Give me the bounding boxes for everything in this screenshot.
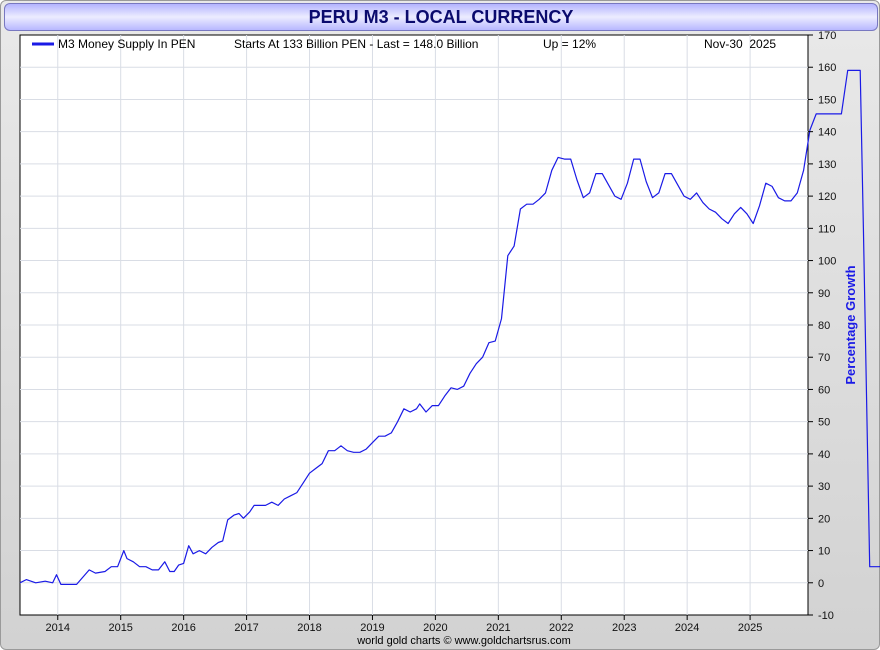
chart-title-bar: PERU M3 - LOCAL CURRENCY <box>4 3 878 31</box>
y-tick-label: 100 <box>818 256 836 268</box>
y-tick-label: -10 <box>818 610 834 622</box>
legend: M3 Money Supply In PEN Starts At 133 Bil… <box>32 37 776 51</box>
x-tick-label: 2016 <box>171 622 195 634</box>
credit-text: world gold charts © www.goldchartsrus.co… <box>356 635 571 647</box>
y-tick-label: 20 <box>818 513 830 525</box>
y-tick-label: 10 <box>818 546 830 558</box>
x-tick-label: 2019 <box>360 622 384 634</box>
x-tick-label: 2025 <box>738 622 762 634</box>
y-tick-label: 60 <box>818 384 830 396</box>
y-tick-label: 130 <box>818 159 836 171</box>
x-axis: 2014 2015 2016 2017 2018 2019 2020 2021 2022 2023… <box>46 615 762 634</box>
x-tick-label: 2014 <box>46 622 70 634</box>
x-tick-label: 2022 <box>549 622 573 634</box>
y-tick-label: 150 <box>818 94 836 106</box>
y-tick-label: 80 <box>818 320 830 332</box>
y-tick-label: 160 <box>818 62 836 74</box>
y-axis: -10 0 10 20 30 40 50 60 70 80 90 100 110 120 130 140 150… <box>808 30 836 622</box>
series-line-m3 <box>19 69 880 585</box>
y-tick-label: 40 <box>818 449 830 461</box>
series-layer <box>19 69 880 585</box>
y-tick-label: 140 <box>818 127 836 139</box>
x-tick-label: 2015 <box>108 622 132 634</box>
legend-series-name: M3 Money Supply In PEN <box>58 37 195 51</box>
y-tick-label: 170 <box>818 30 836 42</box>
x-tick-label: 2017 <box>234 622 258 634</box>
x-tick-label: 2024 <box>675 622 699 634</box>
grid <box>20 35 808 615</box>
legend-info: Starts At 133 Billion PEN - Last = 148.0… <box>234 37 478 51</box>
y-tick-label: 0 <box>818 578 824 590</box>
y-tick-label: 120 <box>818 191 836 203</box>
y-tick-label: 70 <box>818 352 830 364</box>
y-tick-label: 90 <box>818 288 830 300</box>
x-tick-label: 2018 <box>297 622 321 634</box>
y-tick-label: 110 <box>818 223 836 235</box>
y-tick-label: 50 <box>818 417 830 429</box>
x-tick-label: 2020 <box>423 622 447 634</box>
x-tick-label: 2023 <box>612 622 636 634</box>
x-tick-label: 2021 <box>486 622 510 634</box>
y-tick-label: 30 <box>818 481 830 493</box>
y-axis-label: Percentage Growth <box>843 265 858 384</box>
legend-change: Up = 12% <box>543 37 596 51</box>
chart-title: PERU M3 - LOCAL CURRENCY <box>308 7 574 27</box>
legend-date: Nov-30 2025 <box>704 37 776 51</box>
